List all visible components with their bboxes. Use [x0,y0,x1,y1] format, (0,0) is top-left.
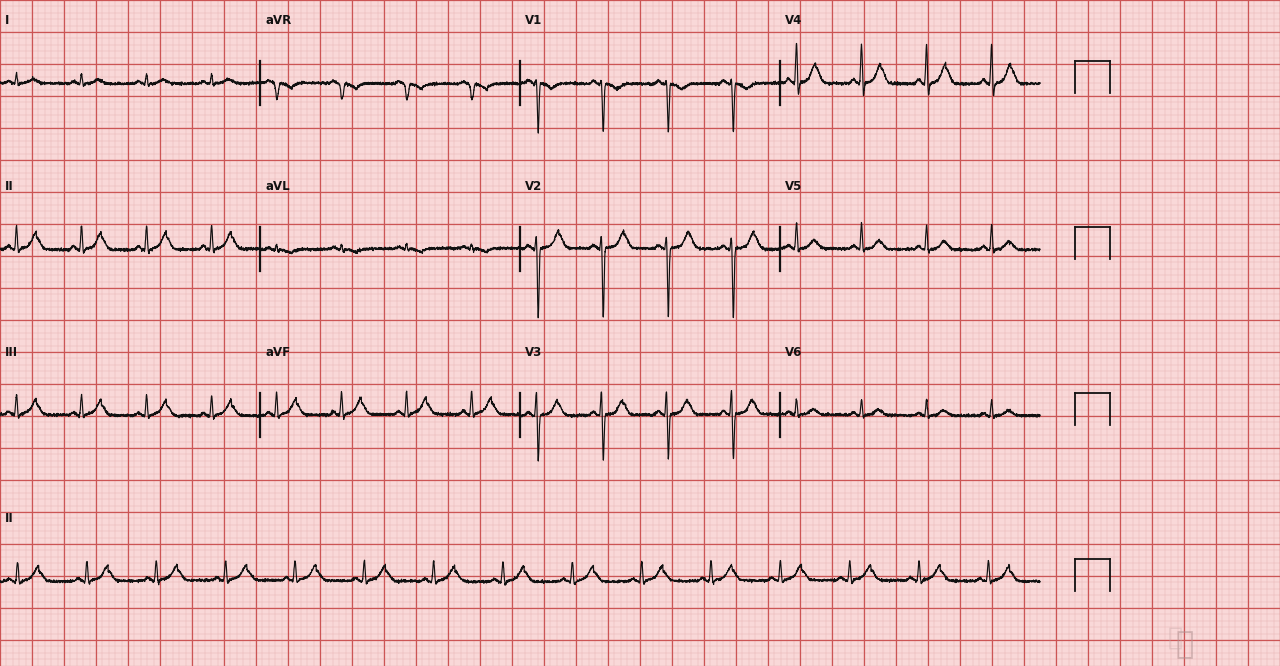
Text: I: I [5,14,9,27]
Text: V4: V4 [785,14,803,27]
Text: II: II [5,512,14,525]
Text: 🦅: 🦅 [1167,626,1183,650]
Text: V5: V5 [785,180,803,193]
Text: aVR: aVR [265,14,292,27]
Text: II: II [5,180,14,193]
Text: III: III [5,346,18,359]
Text: V2: V2 [525,180,543,193]
Text: V6: V6 [785,346,803,359]
Text: V3: V3 [525,346,543,359]
Text: aVF: aVF [265,346,291,359]
Text: aVL: aVL [265,180,289,193]
Text: V1: V1 [525,14,543,27]
Text: ⬥: ⬥ [1176,631,1194,659]
